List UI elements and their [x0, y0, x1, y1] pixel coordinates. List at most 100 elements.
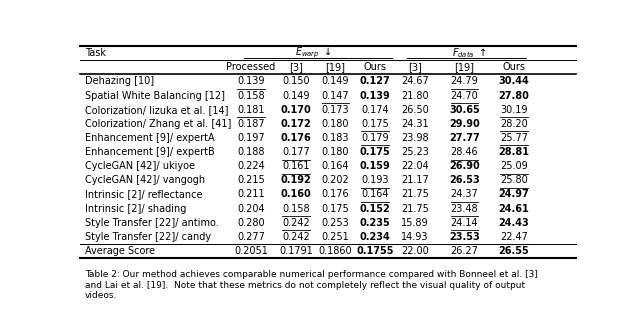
Text: 0.127: 0.127 [360, 76, 390, 86]
Text: 26.55: 26.55 [499, 246, 529, 256]
Text: 0.280: 0.280 [237, 218, 265, 228]
Text: Style Transfer [22]/ antimo.: Style Transfer [22]/ antimo. [85, 218, 219, 228]
Text: 0.234: 0.234 [360, 232, 390, 242]
Text: 23.53: 23.53 [449, 232, 480, 242]
Text: 14.93: 14.93 [401, 232, 429, 242]
Text: Table 2: Our method achieves comparable numerical performance compared with Bonn: Table 2: Our method achieves comparable … [85, 270, 538, 300]
Text: 0.175: 0.175 [360, 147, 390, 157]
Text: 0.158: 0.158 [237, 90, 265, 100]
Text: 0.177: 0.177 [282, 147, 310, 157]
Text: Enhancement [9]/ expertA: Enhancement [9]/ expertA [85, 133, 214, 143]
Text: 0.197: 0.197 [237, 133, 265, 143]
Text: 0.139: 0.139 [237, 76, 265, 86]
Text: $F_{data}$ $\uparrow$: $F_{data}$ $\uparrow$ [452, 46, 486, 60]
Text: 0.242: 0.242 [282, 232, 310, 242]
Text: 24.43: 24.43 [499, 218, 529, 228]
Text: 15.89: 15.89 [401, 218, 429, 228]
Text: 0.175: 0.175 [361, 119, 389, 129]
Text: 0.159: 0.159 [360, 161, 390, 171]
Text: 0.181: 0.181 [237, 105, 265, 115]
Text: 0.147: 0.147 [322, 90, 349, 100]
Text: 0.1860: 0.1860 [319, 246, 352, 256]
Text: [3]: [3] [408, 62, 422, 72]
Text: 0.172: 0.172 [280, 119, 311, 129]
Text: 28.20: 28.20 [500, 119, 528, 129]
Text: 25.80: 25.80 [500, 175, 528, 185]
Text: 0.170: 0.170 [280, 105, 311, 115]
Text: 0.174: 0.174 [362, 105, 389, 115]
Text: 23.48: 23.48 [451, 204, 478, 213]
Text: 25.23: 25.23 [401, 147, 429, 157]
Text: Ours: Ours [364, 62, 387, 72]
Text: 0.224: 0.224 [237, 161, 265, 171]
Text: 0.242: 0.242 [282, 218, 310, 228]
Text: [3]: [3] [289, 62, 303, 72]
Text: 24.79: 24.79 [451, 76, 478, 86]
Text: CycleGAN [42]/ ukiyoe: CycleGAN [42]/ ukiyoe [85, 161, 195, 171]
Text: 22.00: 22.00 [401, 246, 429, 256]
Text: Dehazing [10]: Dehazing [10] [85, 76, 154, 86]
Text: 0.173: 0.173 [322, 105, 349, 115]
Text: Style Transfer [22]/ candy: Style Transfer [22]/ candy [85, 232, 211, 242]
Text: 26.50: 26.50 [401, 105, 429, 115]
Text: 26.27: 26.27 [451, 246, 478, 256]
Text: 21.75: 21.75 [401, 204, 429, 213]
Text: 0.215: 0.215 [237, 175, 265, 185]
Text: 0.161: 0.161 [282, 161, 310, 171]
Text: 0.204: 0.204 [237, 204, 265, 213]
Text: Ours: Ours [502, 62, 525, 72]
Text: 28.81: 28.81 [499, 147, 529, 157]
Text: 30.19: 30.19 [500, 105, 528, 115]
Text: 0.152: 0.152 [360, 204, 390, 213]
Text: 22.04: 22.04 [401, 161, 429, 171]
Text: 25.09: 25.09 [500, 161, 528, 171]
Text: 26.90: 26.90 [449, 161, 480, 171]
Text: Task: Task [85, 48, 106, 58]
Text: 0.187: 0.187 [237, 119, 265, 129]
Text: CycleGAN [42]/ vangogh: CycleGAN [42]/ vangogh [85, 175, 205, 185]
Text: 0.179: 0.179 [362, 133, 389, 143]
Text: 24.70: 24.70 [451, 90, 478, 100]
Text: 24.31: 24.31 [401, 119, 429, 129]
Text: Intrinsic [2]/ reflectance: Intrinsic [2]/ reflectance [85, 189, 202, 199]
Text: 0.176: 0.176 [280, 133, 311, 143]
Text: 0.183: 0.183 [322, 133, 349, 143]
Text: 0.202: 0.202 [321, 175, 349, 185]
Text: 25.77: 25.77 [500, 133, 528, 143]
Text: 24.14: 24.14 [451, 218, 478, 228]
Text: 0.211: 0.211 [237, 189, 265, 199]
Text: 28.46: 28.46 [451, 147, 478, 157]
Text: Colorization/ Iizuka et al. [14]: Colorization/ Iizuka et al. [14] [85, 105, 228, 115]
Text: 0.149: 0.149 [322, 76, 349, 86]
Text: 0.175: 0.175 [321, 204, 349, 213]
Text: Enhancement [9]/ expertB: Enhancement [9]/ expertB [85, 147, 214, 157]
Text: 0.180: 0.180 [322, 147, 349, 157]
Text: $E_{warp}$ $\downarrow$: $E_{warp}$ $\downarrow$ [295, 46, 332, 60]
Text: Processed: Processed [227, 62, 276, 72]
Text: [19]: [19] [326, 62, 346, 72]
Text: 0.180: 0.180 [322, 119, 349, 129]
Text: 0.188: 0.188 [237, 147, 265, 157]
Text: 0.176: 0.176 [322, 189, 349, 199]
Text: 29.90: 29.90 [449, 119, 480, 129]
Text: 30.44: 30.44 [499, 76, 529, 86]
Text: 27.77: 27.77 [449, 133, 480, 143]
Text: 0.149: 0.149 [282, 90, 310, 100]
Text: Intrinsic [2]/ shading: Intrinsic [2]/ shading [85, 204, 186, 213]
Text: 0.150: 0.150 [282, 76, 310, 86]
Text: Colorization/ Zhang et al. [41]: Colorization/ Zhang et al. [41] [85, 119, 231, 129]
Text: 0.193: 0.193 [362, 175, 389, 185]
Text: 24.61: 24.61 [499, 204, 529, 213]
Text: 30.65: 30.65 [449, 105, 480, 115]
Text: 0.1755: 0.1755 [356, 246, 394, 256]
Text: 24.67: 24.67 [401, 76, 429, 86]
Text: 21.17: 21.17 [401, 175, 429, 185]
Text: 0.192: 0.192 [280, 175, 311, 185]
Text: 24.97: 24.97 [499, 189, 529, 199]
Text: 0.2051: 0.2051 [234, 246, 268, 256]
Text: 0.253: 0.253 [321, 218, 349, 228]
Text: 0.160: 0.160 [280, 189, 311, 199]
Text: 22.47: 22.47 [500, 232, 528, 242]
Text: 23.98: 23.98 [401, 133, 429, 143]
Text: 26.53: 26.53 [449, 175, 480, 185]
